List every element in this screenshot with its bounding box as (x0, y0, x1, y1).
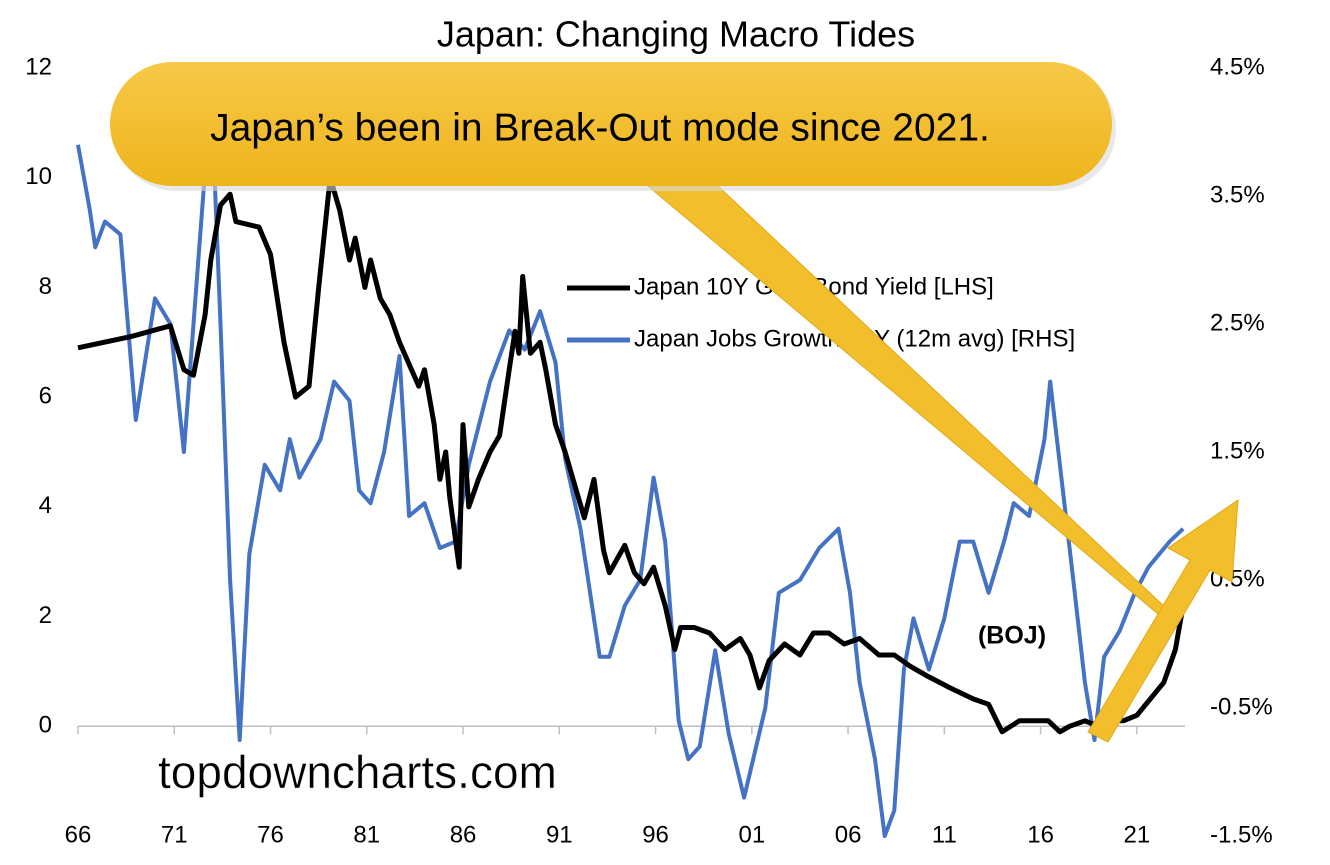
x-tick-label: 71 (161, 821, 188, 848)
chart-title: Japan: Changing Macro Tides (437, 14, 915, 55)
y-tick-label: 12 (25, 53, 52, 80)
y-tick-label: 8 (39, 273, 52, 300)
x-tick-label: 16 (1027, 821, 1054, 848)
x-tick-label: 86 (450, 821, 477, 848)
y2-tick-label: 2.5% (1210, 309, 1265, 336)
x-tick-label: 21 (1124, 821, 1151, 848)
y-tick-label: 2 (39, 602, 52, 629)
series-line (76, 130, 1185, 838)
y-tick-label: 10 (25, 163, 52, 190)
y2-tick-label: -0.5% (1210, 693, 1273, 720)
watermark: topdowncharts.com (158, 746, 557, 798)
y-tick-label: 6 (39, 382, 52, 409)
series-line (77, 175, 1186, 735)
arrow (646, 185, 1169, 615)
overlay: Japan’s been in Break-Out mode since 202… (110, 62, 1239, 798)
x-tick-label: 11 (932, 821, 957, 848)
x-tick-label: 06 (835, 821, 862, 848)
y2-tick-label: -1.5% (1210, 821, 1273, 848)
x-tick-label: 76 (257, 821, 284, 848)
callout-text: Japan’s been in Break-Out mode since 202… (210, 106, 990, 149)
annotation: (BOJ) (978, 622, 1046, 650)
y2-tick-label: 1.5% (1210, 437, 1265, 464)
x-tick-label: 66 (65, 821, 92, 848)
x-tick-label: 91 (546, 821, 573, 848)
y-tick-label: 4 (39, 492, 52, 519)
x-tick-label: 81 (353, 821, 380, 848)
y2-tick-label: 4.5% (1210, 53, 1265, 80)
x-tick-label: 01 (738, 821, 765, 848)
x-tick-label: 96 (642, 821, 669, 848)
arrow (1087, 498, 1239, 743)
y-tick-label: 0 (39, 712, 52, 739)
callout-bubble (110, 62, 1112, 186)
y2-tick-label: 3.5% (1210, 181, 1265, 208)
